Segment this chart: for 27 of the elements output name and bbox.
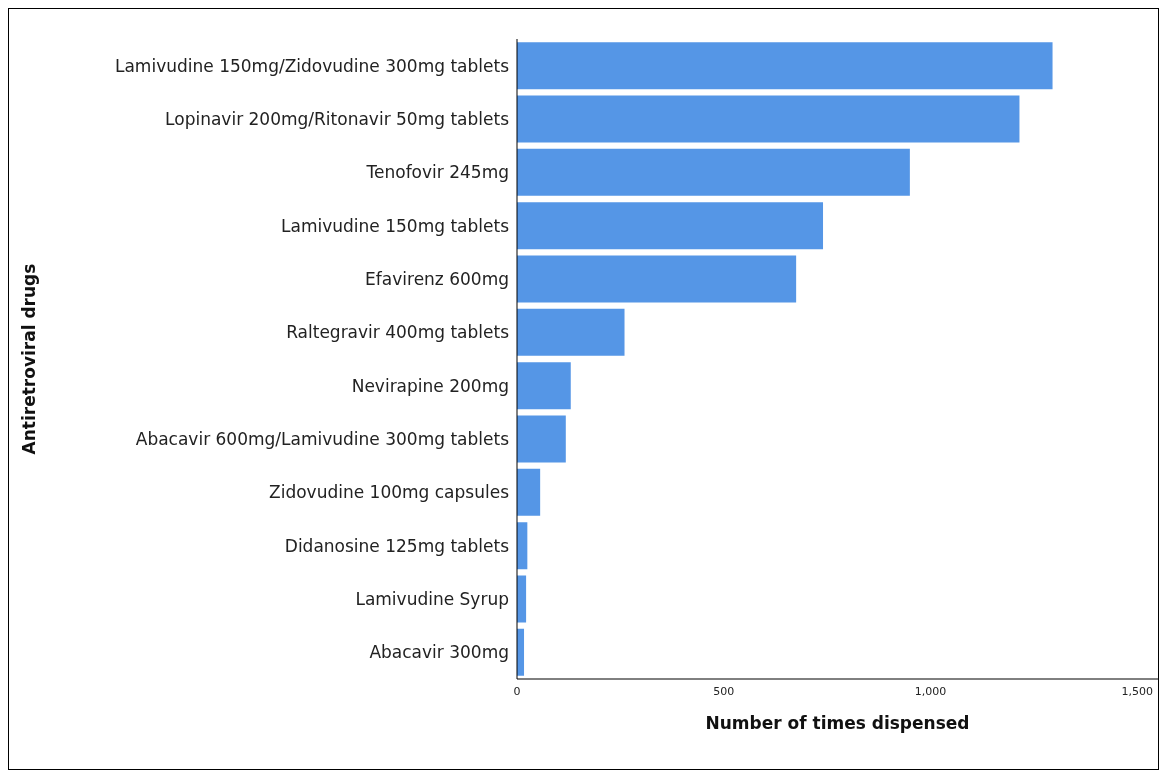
bar — [517, 468, 541, 516]
bar — [517, 95, 1020, 143]
x-tick-label: 500 — [713, 684, 735, 698]
y-tick-label: Abacavir 600mg/Lamivudine 300mg tablets — [135, 429, 510, 450]
y-tick-label: Tenofovir 245mg — [365, 162, 509, 183]
y-tick-label: Lamivudine 150mg tablets — [281, 215, 510, 236]
y-tick-label: Efavirenz 600mg — [365, 269, 509, 290]
y-tick-label: Didanosine 125mg tablets — [284, 535, 510, 556]
bar — [517, 202, 824, 250]
y-tick-label: Lopinavir 200mg/Ritonavir 50mg tablets — [165, 109, 510, 130]
bar — [517, 415, 566, 463]
x-tick-label: 0 — [513, 684, 521, 698]
y-tick-label: Zidovudine 100mg capsules — [269, 482, 510, 503]
x-tick-label: 1,500 — [1121, 684, 1154, 698]
x-axis-title: Number of times dispensed — [705, 713, 970, 733]
y-tick-label: Abacavir 300mg — [369, 642, 509, 663]
y-tick-label: Lamivudine Syrup — [355, 589, 509, 610]
bar — [517, 255, 797, 303]
y-tick-label: Nevirapine 200mg — [351, 375, 509, 396]
y-axis-title: Antiretroviral drugs — [19, 263, 40, 455]
bar — [517, 42, 1053, 90]
y-tick-label: Lamivudine 150mg/Zidovudine 300mg tablets — [114, 55, 510, 76]
x-tick-label: 1,000 — [914, 684, 947, 698]
bar — [517, 308, 625, 356]
y-tick-label: Raltegravir 400mg tablets — [286, 322, 510, 343]
bar — [517, 148, 910, 196]
bar — [517, 362, 571, 410]
